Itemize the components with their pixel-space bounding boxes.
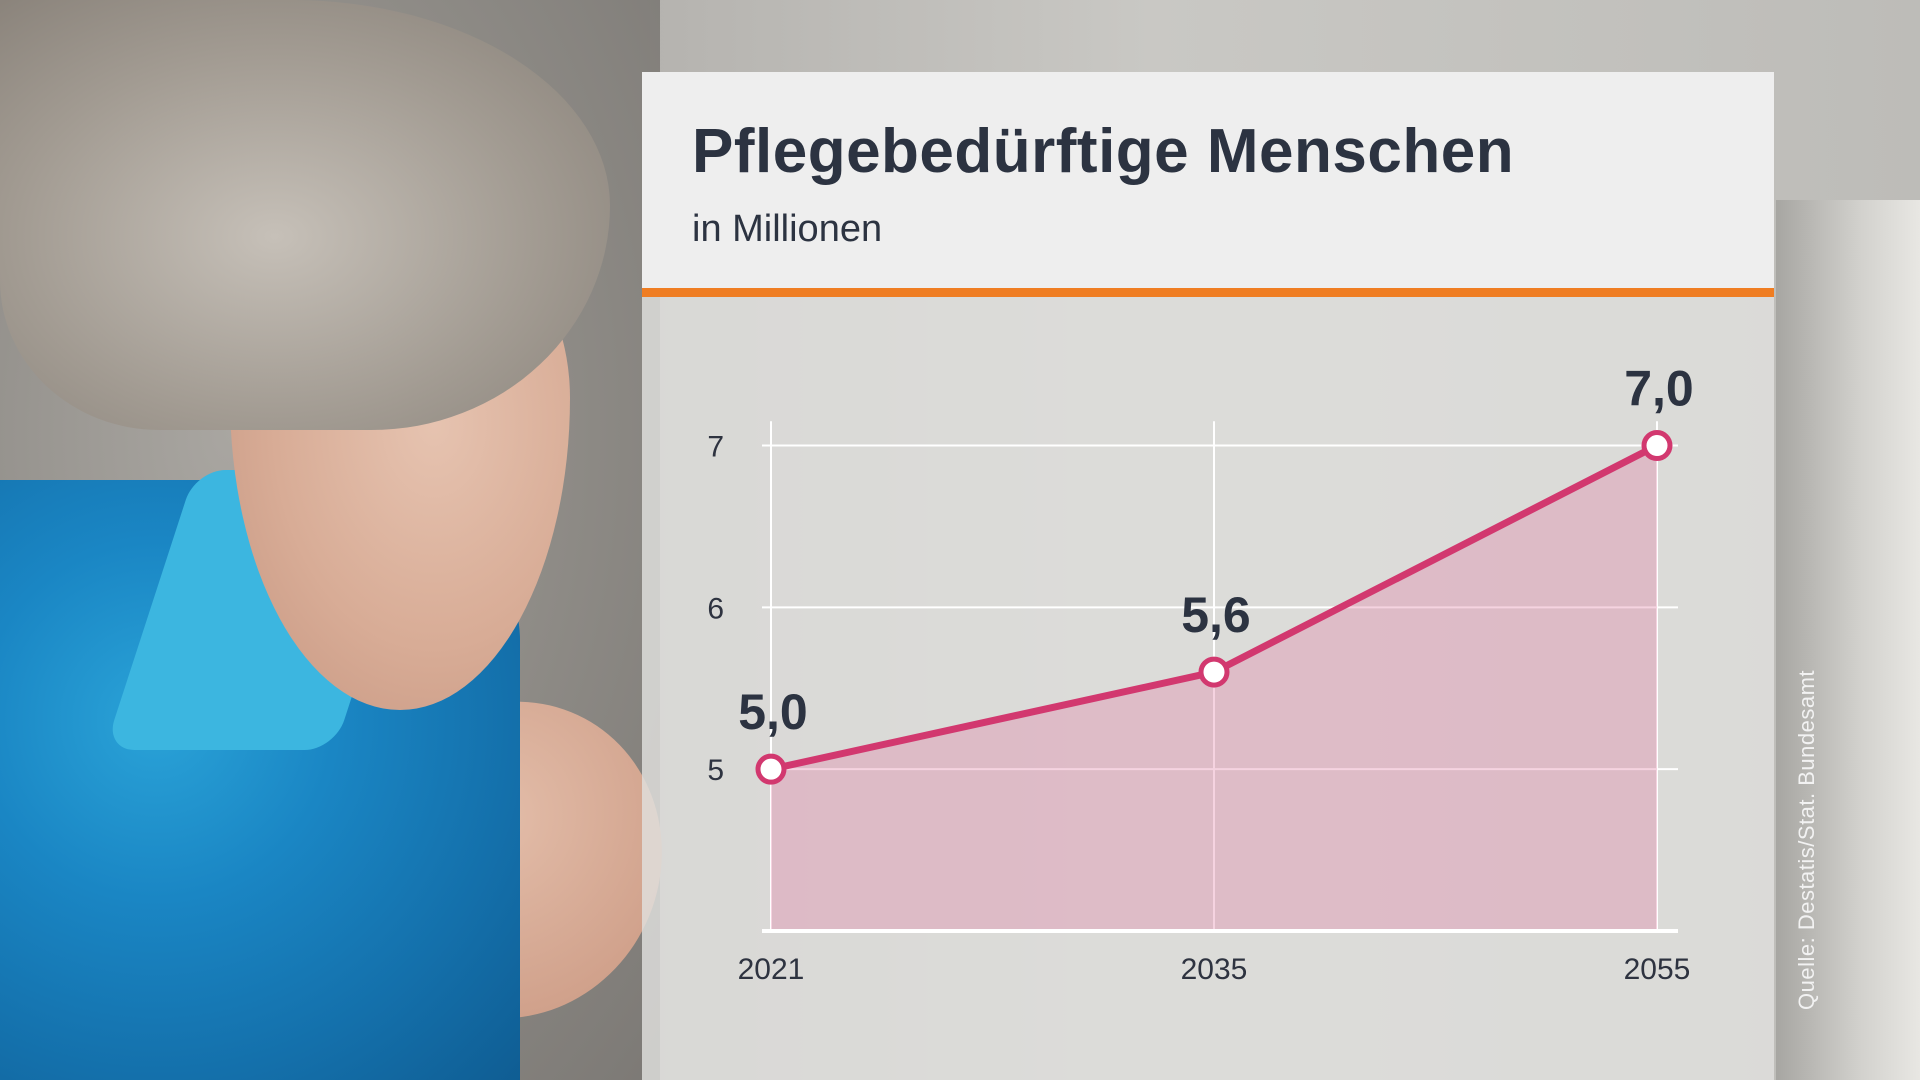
series-area [771,445,1657,931]
data-point-2035 [1198,656,1230,688]
background-window [1776,200,1920,1080]
chart-body: 5 6 7 5,0 5,6 7,0 2021 2035 2055 [642,297,1774,1080]
source-credit: Quelle: Destatis/Stat. Bundesamt [1794,669,1819,1010]
data-label-2055: 7,0 [1624,361,1694,417]
data-point-2055 [1641,430,1673,462]
chart-subtitle: in Millionen [692,208,883,250]
x-tick-label: 2035 [1181,953,1248,986]
chart-header: Pflegebedürftige Menschen in Millionen [642,72,1774,288]
x-tick-label: 2055 [1624,953,1691,986]
y-tick-label: 7 [707,431,724,464]
chart-card: Pflegebedürftige Menschen in Millionen 5… [642,72,1774,1080]
y-tick-label: 6 [707,592,724,625]
line-chart: 5 6 7 5,0 5,6 7,0 2021 2035 2055 [707,361,1694,986]
accent-rule [642,288,1774,297]
person-hair [0,0,610,430]
data-label-2021: 5,0 [738,684,808,740]
chart-title: Pflegebedürftige Menschen [692,117,1515,186]
x-tick-label: 2021 [738,953,805,986]
data-point-2021 [755,753,787,785]
data-label-2035: 5,6 [1181,587,1251,643]
y-tick-label: 5 [707,754,724,787]
